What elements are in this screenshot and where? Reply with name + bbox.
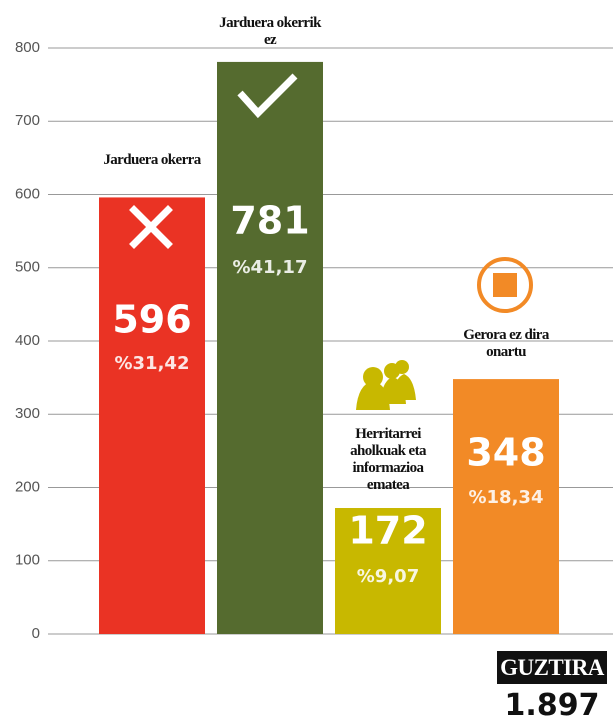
y-tick-label: 600 (15, 185, 40, 202)
value-label: 172 (348, 509, 427, 553)
bar (99, 197, 205, 634)
share-label: %18,34 (469, 487, 544, 508)
bar (335, 508, 441, 634)
total-label: GUZTIRA (497, 651, 607, 684)
share-label: %31,42 (115, 353, 190, 374)
value-label: 781 (230, 199, 309, 243)
category-label: Jarduera okerra (103, 152, 201, 168)
bar (453, 379, 559, 634)
value-label: 596 (112, 298, 191, 342)
y-tick-label: 200 (15, 478, 40, 495)
check-icon (237, 73, 298, 119)
share-label: %41,17 (233, 257, 308, 278)
bars: 596 %31,42 781 %41,17 172 %9,07 348 %18,34 (99, 61, 559, 635)
value-label: 348 (466, 431, 545, 475)
category-label: Herritarrei aholkuak eta informazioa ema… (350, 426, 426, 493)
y-tick-label: 100 (15, 552, 40, 569)
share-label: %9,07 (357, 566, 419, 587)
x-icon (129, 205, 173, 249)
y-tick-label: 800 (15, 39, 40, 56)
people-icon (356, 360, 416, 410)
total: 1.897 (504, 688, 600, 723)
square-icon (477, 257, 533, 313)
category-label: Jarduera okerrik ez (219, 15, 321, 48)
y-tick-label: 400 (15, 332, 40, 349)
y-tick-label: 300 (15, 405, 40, 422)
category-label: Gerora ez dira onartu (463, 327, 549, 360)
y-tick-label: 500 (15, 259, 40, 276)
bar (217, 61, 323, 635)
y-tick-label: 700 (15, 112, 40, 129)
y-tick-label: 0 (32, 625, 40, 642)
